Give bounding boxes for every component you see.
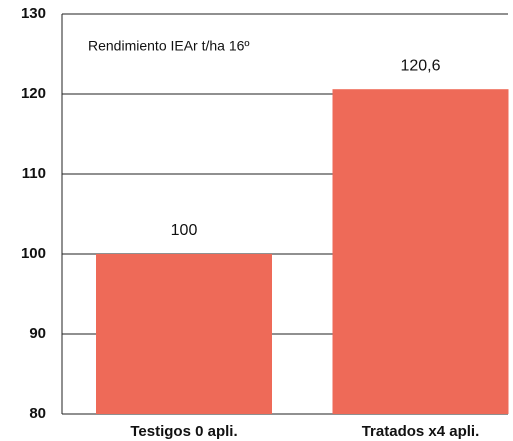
y-tick-label: 130 <box>21 5 46 22</box>
annotation: Rendimiento IEAr t/ha 16º <box>88 38 250 54</box>
value-label: 120,6 <box>400 57 440 74</box>
y-tick-label: 80 <box>29 405 46 422</box>
x-tick-label: Tratados x4 apli. <box>362 423 480 440</box>
y-tick-label: 90 <box>29 325 46 342</box>
bar <box>332 89 509 414</box>
y-tick-label: 100 <box>21 245 46 262</box>
value-label: 100 <box>171 222 198 239</box>
y-tick-label: 120 <box>21 85 46 102</box>
y-tick-label: 110 <box>22 165 46 182</box>
bar <box>96 254 272 414</box>
x-tick-label: Testigos 0 apli. <box>130 423 237 440</box>
